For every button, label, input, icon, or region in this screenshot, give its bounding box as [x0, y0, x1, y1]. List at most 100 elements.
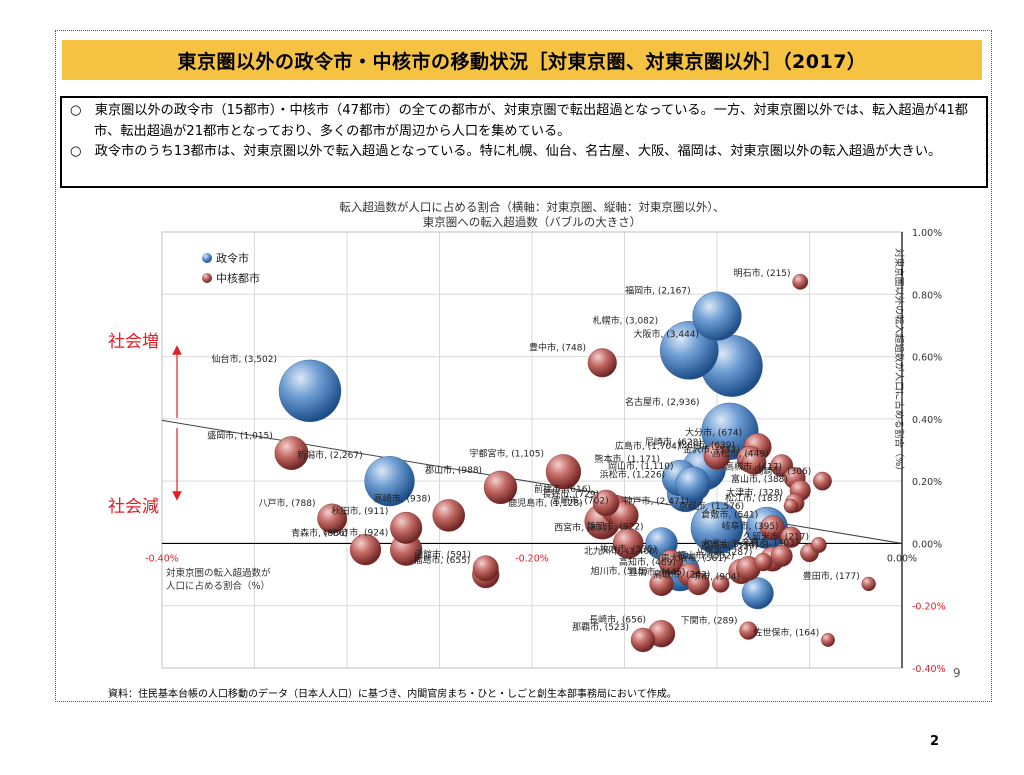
- bubble-高崎市: [432, 499, 465, 532]
- bubble-尼崎市: [703, 442, 731, 470]
- city-label: 八尾市, (287): [695, 546, 752, 558]
- slide-number: 9: [953, 666, 961, 680]
- bubble-新潟市: [364, 456, 415, 507]
- city-label: 名古屋市, (2,936): [625, 396, 700, 408]
- bubble-神戸市: [690, 501, 744, 555]
- slide-frame: [55, 30, 992, 702]
- bubble-仙台市: [278, 359, 342, 423]
- summary-box: ○ 東京圏以外の政令市（15都市）・中核市（47都市）の全ての都市が、対東京圏で…: [60, 96, 988, 188]
- city-label: 鳥取市, (262): [653, 568, 710, 580]
- bubble-下関市: [739, 621, 758, 640]
- city-label: 宮崎市, (702): [552, 495, 609, 507]
- y-tick-label: 0.00%: [912, 539, 942, 550]
- bubble-郡山市: [483, 470, 518, 505]
- city-label: 岡山市, (1,110): [608, 460, 674, 472]
- y-tick-label: 1.00%: [912, 228, 942, 239]
- bubble-福岡市: [692, 291, 742, 341]
- city-label: 下関市, (289): [681, 615, 738, 627]
- city-label: 岡崎市, (306): [754, 465, 811, 477]
- bubble-那覇市: [630, 627, 656, 653]
- city-label: 奈良市, (303): [741, 537, 798, 549]
- city-label: 大阪市, (3,444): [634, 328, 700, 340]
- city-label: 姫路市, (550): [701, 540, 758, 552]
- city-label: 和歌山市, (416): [703, 538, 769, 550]
- city-label: 豊橋市, (445): [629, 566, 686, 578]
- chart-title-line: 転入超過数が人口に占める割合（横軸：対東京圏、縦軸：対東京圏以外）、: [339, 200, 724, 214]
- city-label: 西宮市, (831): [554, 521, 611, 533]
- bubble-堺市: [741, 577, 774, 610]
- page-number: 2: [930, 734, 940, 749]
- city-label: 旭川市, (515): [591, 565, 648, 577]
- city-label: 佐世保市, (164): [753, 626, 819, 638]
- city-label: 高知市, (469): [619, 556, 676, 568]
- city-label: 尼崎市, (628): [645, 436, 702, 448]
- x-axis-label: 対東京圏の転入超過数が: [166, 567, 271, 579]
- bubble-旭川市: [649, 571, 674, 597]
- bubble-鳥取市: [712, 575, 730, 593]
- bubble-岐阜市: [780, 526, 802, 548]
- bubble-倉敷市: [760, 515, 785, 541]
- y-tick-label: -0.20%: [912, 602, 946, 613]
- city-label: 北九州市, (1,400): [584, 545, 659, 557]
- city-label: 広島市, (1,704): [615, 440, 681, 452]
- bubble-秋田市: [390, 511, 423, 544]
- city-label: 金沢市, (532): [683, 443, 740, 455]
- city-label: 岐阜市, (395): [722, 520, 779, 532]
- x-tick-label: -0.20%: [515, 553, 549, 564]
- city-label: 枚方市, (535): [600, 543, 657, 555]
- x-tick-label: -0.40%: [145, 553, 179, 564]
- bubble-和歌山市: [770, 545, 793, 567]
- page-title: 東京圏以外の政令市・中核市の移動状況［対東京圏、対東京圏以外］（2017）: [177, 50, 867, 73]
- city-label: 熊本市, (1,171): [595, 453, 661, 465]
- bubble-岡崎市: [813, 471, 832, 491]
- city-label: 長崎市, (656): [589, 613, 646, 625]
- city-label: 京都市, (1,576): [679, 500, 745, 512]
- city-label: 秋田市, (911): [331, 505, 388, 517]
- y-axis-label: 対東京圏以外の転入超過数が人口に占める割合（%）: [893, 248, 905, 476]
- bubble-佐世保市: [821, 633, 835, 647]
- bubble-函館市: [472, 555, 499, 582]
- city-label: 前橋市, (616): [534, 483, 591, 495]
- bubble-金沢市: [741, 450, 767, 475]
- title-band: 東京圏以外の政令市・中核市の移動状況［対東京圏、対東京圏以外］（2017）: [62, 40, 982, 80]
- bubble-明石市: [792, 273, 809, 290]
- bubble-豊中市: [587, 348, 617, 378]
- city-label: 松江市, (183): [725, 492, 782, 504]
- city-label: 浜松市, (1,226): [600, 468, 666, 480]
- y-tick-label: 0.80%: [912, 290, 942, 301]
- y-tick-label: 0.60%: [912, 353, 942, 364]
- city-label: 富山市, (388): [731, 473, 788, 485]
- city-label: いわき市, (924): [322, 527, 388, 539]
- legend-marker: [202, 253, 212, 263]
- city-label: 宇都宮市, (1,105): [470, 447, 545, 459]
- city-label: 福島市, (655): [413, 554, 470, 566]
- city-label: 長野市, (729): [542, 488, 599, 500]
- bubble-松江市: [783, 498, 799, 514]
- city-label: 郡山市, (988): [425, 464, 482, 476]
- city-label: 神戸市, (2,471): [623, 495, 689, 507]
- city-label: 鹿児島市, (1,128): [508, 497, 583, 509]
- y-tick-label: 0.20%: [912, 477, 942, 488]
- annotation-decrease: 社会減: [108, 497, 159, 517]
- source-note: 資料：住民基本台帳の人口移動のデータ（日本人人口）に基づき、内閣官房まち・ひと・…: [108, 689, 677, 700]
- bubble-盛岡市: [274, 436, 309, 471]
- bubble-八尾市: [754, 553, 773, 572]
- city-label: 盛岡市, (1,015): [207, 429, 273, 441]
- legend-label: 政令市: [216, 251, 249, 265]
- city-label: 明石市, (215): [734, 267, 791, 279]
- bubble-八戸市: [317, 503, 348, 534]
- bubble-青森市: [349, 534, 382, 566]
- city-label: 静岡市, (922): [587, 521, 644, 533]
- bubble-枚方市: [658, 549, 684, 575]
- city-label: 仙台市, (3,502): [211, 353, 277, 365]
- bubble-前橋市: [592, 489, 620, 517]
- bubble-豊田市: [861, 576, 876, 592]
- city-label: 高槻市, (417): [725, 460, 782, 472]
- bubble-久留米市: [810, 537, 827, 553]
- city-label: 高崎市, (938): [374, 492, 431, 504]
- city-label: 青森市, (866): [291, 527, 348, 539]
- city-label: 大分市, (674): [685, 426, 742, 438]
- city-label: 堺市, (904): [692, 571, 740, 583]
- legend-label: 中核都市: [216, 271, 260, 285]
